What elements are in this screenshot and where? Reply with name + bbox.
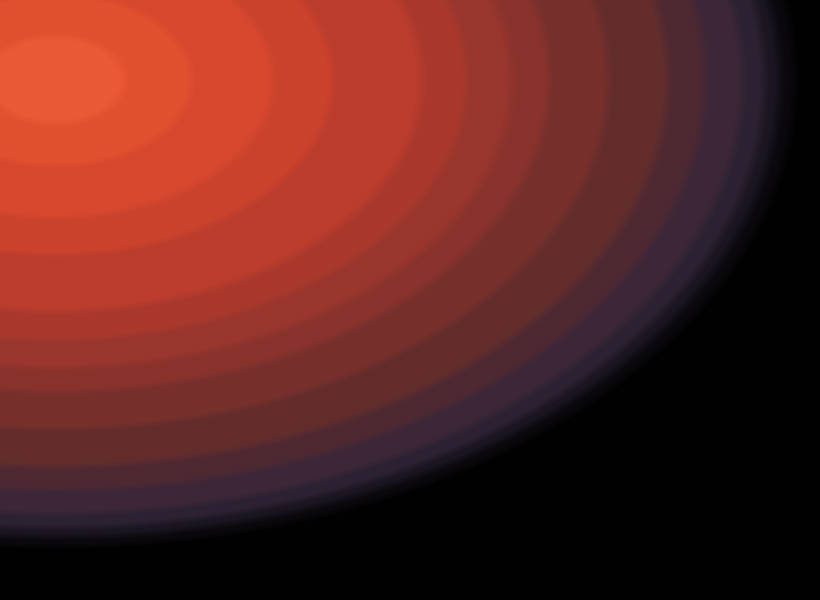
- radial-glow-backdrop: [0, 0, 820, 600]
- wallpaper-stage: [0, 0, 820, 600]
